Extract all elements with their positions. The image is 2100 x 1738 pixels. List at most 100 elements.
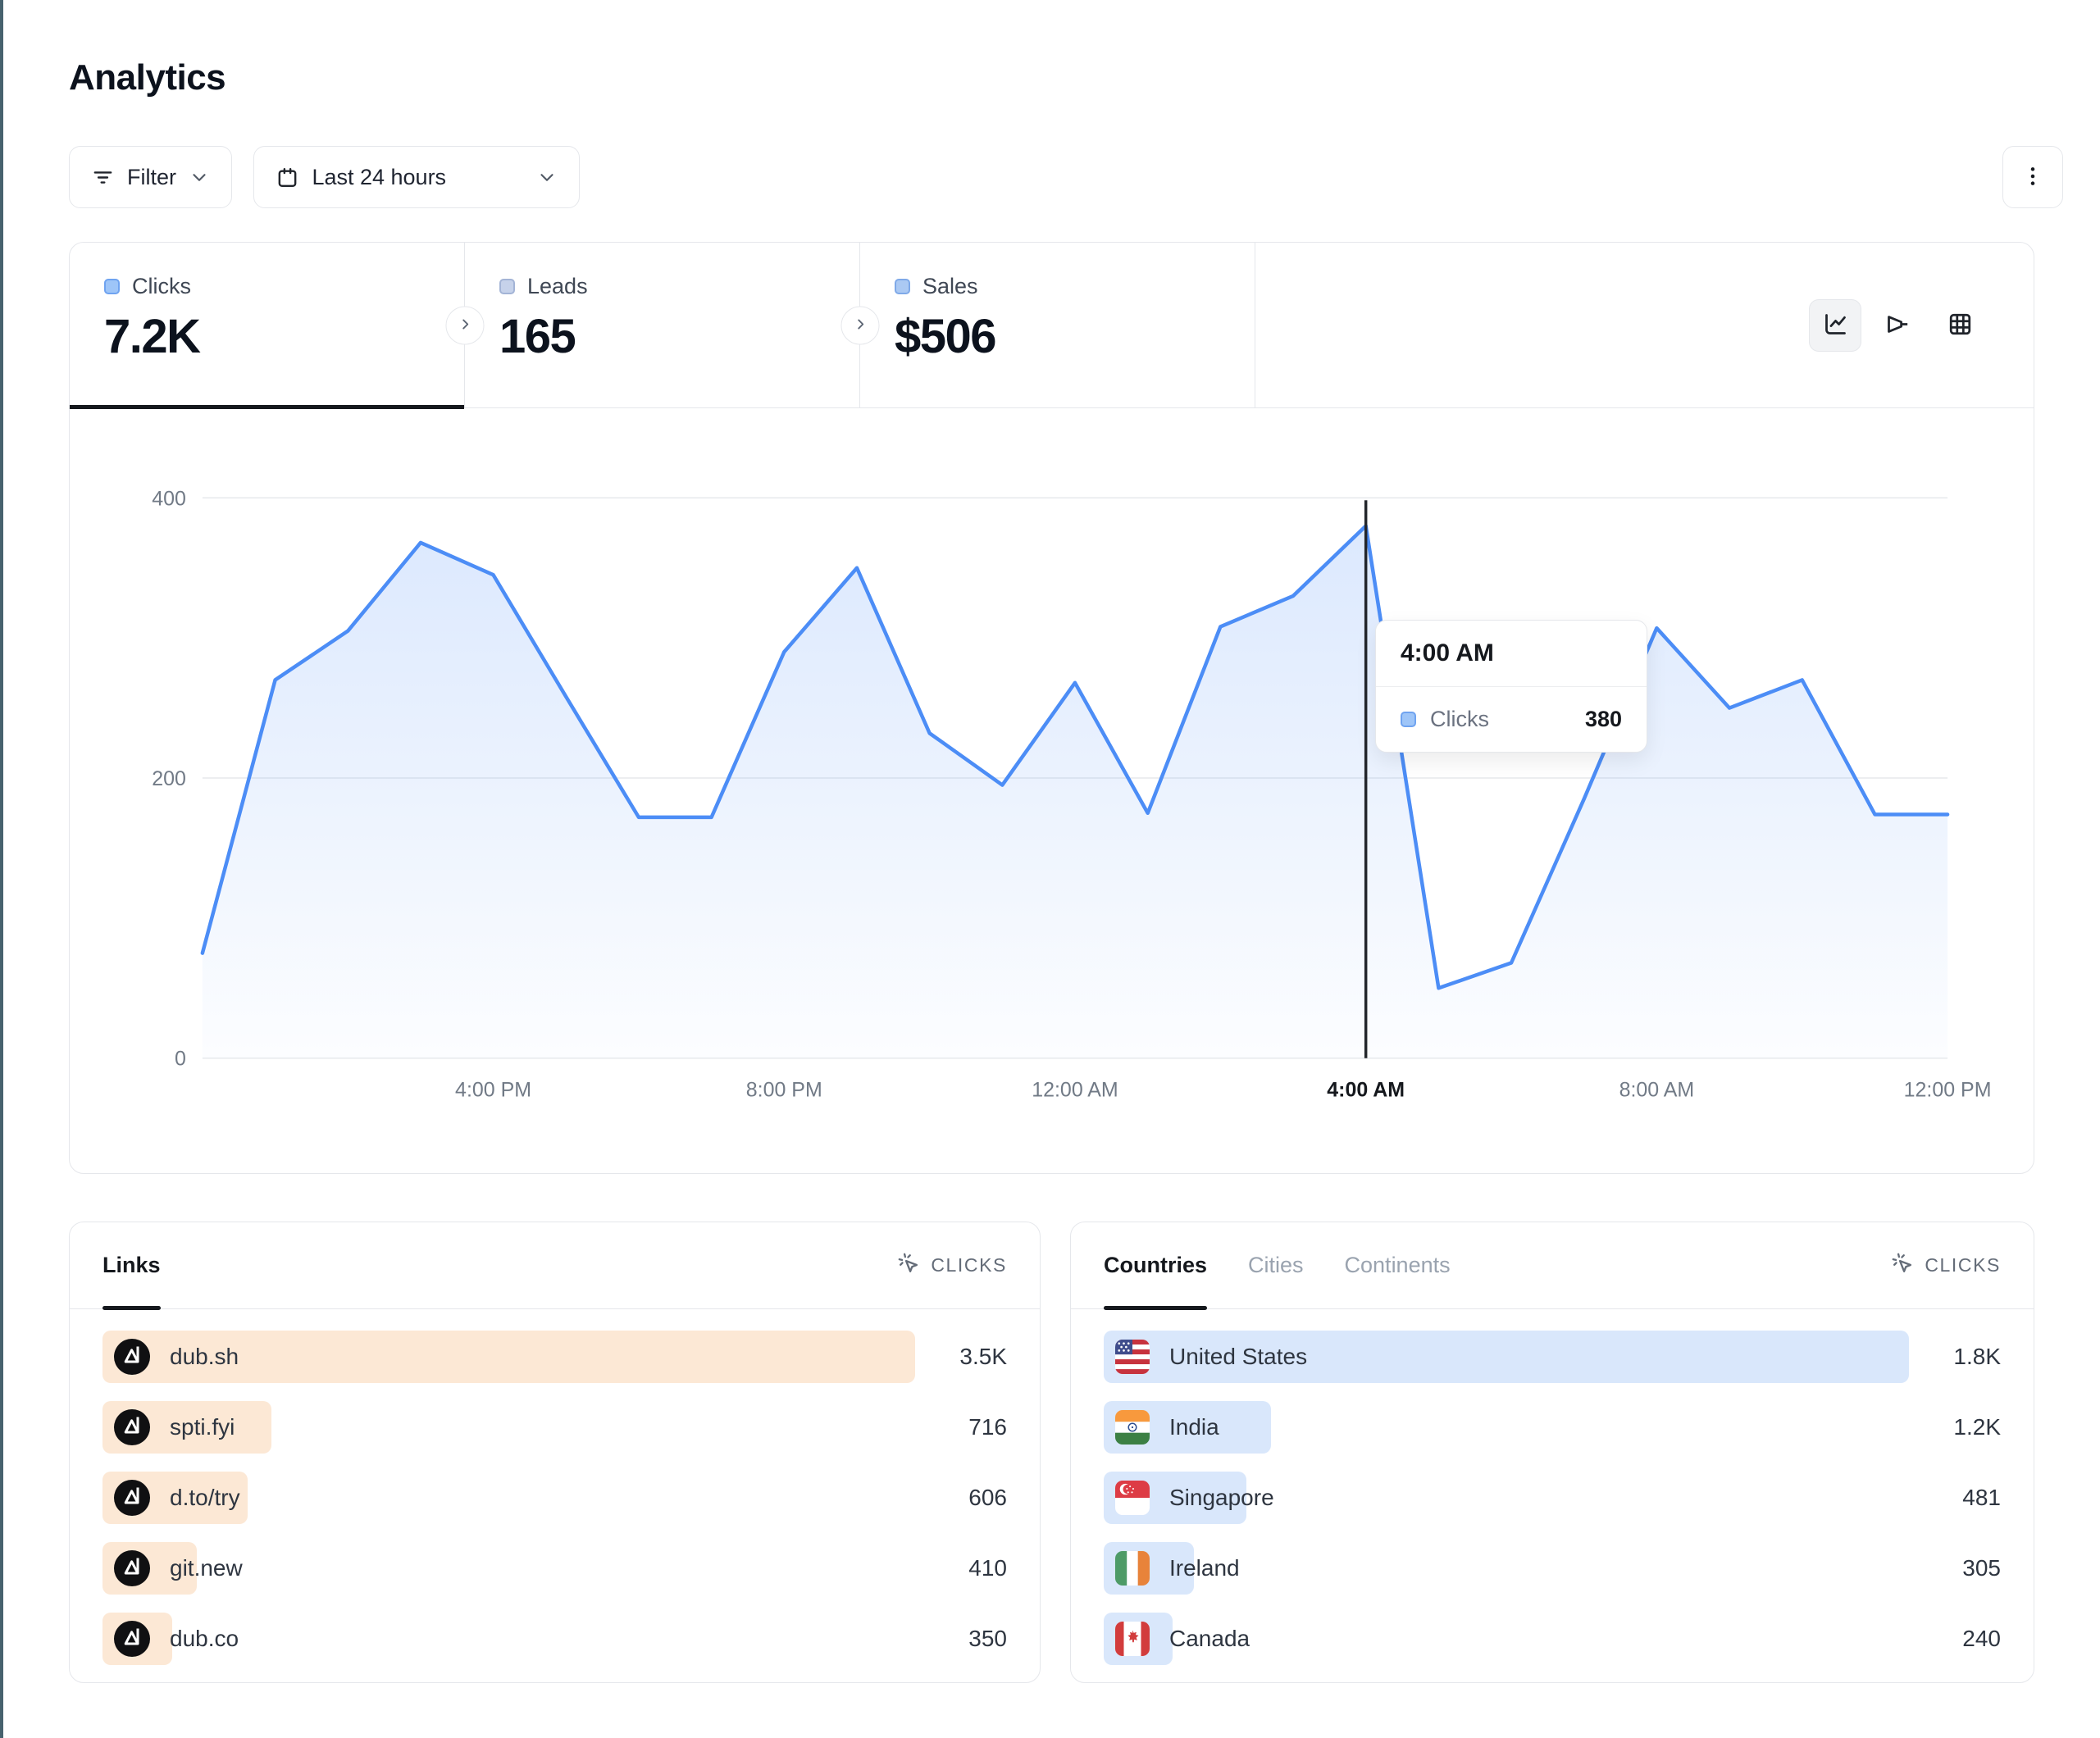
row-value: 481: [1962, 1485, 2001, 1510]
stat-label: Clicks: [132, 274, 191, 298]
sales-legend-swatch: [895, 279, 910, 294]
country-row[interactable]: United States 1.8K: [1104, 1331, 2001, 1383]
date-range-button[interactable]: Last 24 hours: [253, 146, 581, 208]
dub-logo-icon: [114, 1339, 150, 1375]
y-axis-tick-label: 200: [152, 767, 186, 790]
chart-tooltip: 4:00 AM Clicks 380: [1375, 620, 1647, 753]
row-value: 1.8K: [1953, 1344, 2001, 1369]
clicks-time-series-chart[interactable]: 0 200 400 4:00 PM 8:00 PM 12:00 AM 4:00 AM 8:00…: [70, 408, 2034, 1172]
country-row[interactable]: Canada 240: [1104, 1613, 2001, 1665]
date-range-label: Last 24 hours: [312, 164, 447, 189]
x-axis-tick-label: 12:00 AM: [1032, 1079, 1118, 1102]
row-label: dub.co: [170, 1626, 239, 1651]
bar-zone: Singapore: [1104, 1472, 1909, 1524]
row-label: India: [1169, 1414, 1219, 1440]
next-stat-button[interactable]: [445, 306, 485, 344]
stat-label: Sales: [922, 274, 978, 298]
bar-zone: git.new: [102, 1542, 915, 1595]
link-row[interactable]: dub.co 350: [102, 1613, 1007, 1665]
chart-type-switcher: [1809, 298, 1986, 352]
link-row[interactable]: d.to/try 606: [102, 1472, 1007, 1524]
bar-zone: spti.fyi: [102, 1401, 915, 1454]
window-edge-strip: [0, 0, 3, 1738]
stat-tab-clicks[interactable]: Clicks 7.2K: [70, 243, 465, 409]
cursor-click-icon: [1891, 1252, 1914, 1280]
row-value: 716: [968, 1414, 1007, 1440]
link-row[interactable]: git.new 410: [102, 1542, 1007, 1595]
country-row[interactable]: India 1.2K: [1104, 1401, 2001, 1454]
x-axis-tick-label: 8:00 PM: [746, 1079, 822, 1102]
country-row[interactable]: Singapore 481: [1104, 1472, 2001, 1524]
chart-canvas: 0 200 400 4:00 PM 8:00 PM 12:00 AM 4:00 AM 8:00…: [152, 487, 1991, 1102]
row-value: 410: [968, 1555, 1007, 1581]
y-axis-tick-label: 0: [175, 1048, 186, 1071]
value-bar: [1104, 1331, 1909, 1383]
sg-flag-icon: [1115, 1481, 1150, 1515]
cursor-click-icon: [897, 1252, 920, 1280]
table-view-button[interactable]: [1934, 299, 1986, 352]
countries-panel: Countries Cities Continents CLICKS United …: [1070, 1222, 2034, 1683]
links-panel: Links CLICKS dub.sh 3.5K spti.fyi 716 d.to/t…: [69, 1222, 1041, 1683]
links-panel-header: Links CLICKS: [70, 1222, 1040, 1310]
bar-zone: United States: [1104, 1331, 1909, 1383]
bar-zone: dub.co: [102, 1613, 915, 1665]
stat-label: Leads: [527, 274, 588, 298]
country-row[interactable]: Ireland 305: [1104, 1542, 2001, 1595]
x-axis-tick-label: 4:00 PM: [455, 1079, 531, 1102]
metric-selector[interactable]: CLICKS: [1891, 1222, 2001, 1308]
chevron-down-icon: [189, 166, 210, 188]
analytics-chart-card: Clicks 7.2K Leads 165 Sales $506: [69, 242, 2034, 1174]
row-value: 3.5K: [959, 1344, 1007, 1369]
filter-button[interactable]: Filter: [69, 146, 232, 208]
tab-cities[interactable]: Cities: [1248, 1253, 1304, 1277]
metric-label: CLICKS: [931, 1254, 1007, 1276]
chevron-right-icon: [851, 315, 869, 335]
row-label: Canada: [1169, 1626, 1250, 1651]
row-value: 1.2K: [1953, 1414, 2001, 1440]
stat-tab-leads[interactable]: Leads 165: [465, 243, 860, 407]
leads-legend-swatch: [499, 279, 515, 294]
row-value: 305: [1962, 1555, 2001, 1581]
dub-logo-icon: [114, 1621, 150, 1657]
line-chart-view-button[interactable]: [1809, 298, 1861, 352]
countries-list: United States 1.8K India 1.2K Singapore 481 Ir…: [1071, 1309, 2034, 1665]
next-stat-button[interactable]: [840, 306, 880, 344]
stats-tabs-row: Clicks 7.2K Leads 165 Sales $506: [70, 243, 2034, 409]
tooltip-time: 4:00 AM: [1376, 621, 1647, 687]
clicks-legend-swatch: [104, 279, 120, 294]
filter-icon: [91, 166, 115, 189]
countries-panel-tabs: Countries Cities Continents: [1104, 1222, 1451, 1310]
stat-tab-sales[interactable]: Sales $506: [860, 243, 1255, 407]
value-bar: [102, 1331, 915, 1383]
funnel-icon: [1884, 311, 1911, 340]
tab-continents[interactable]: Continents: [1344, 1253, 1451, 1277]
us-flag-icon: [1115, 1340, 1150, 1374]
metric-label: CLICKS: [1925, 1254, 2001, 1276]
row-label: Singapore: [1169, 1485, 1274, 1510]
row-value: 350: [968, 1626, 1007, 1651]
stat-value-clicks: 7.2K: [104, 310, 201, 363]
bar-zone: Canada: [1104, 1613, 1909, 1665]
row-label: United States: [1169, 1344, 1308, 1369]
tab-links[interactable]: Links: [102, 1222, 161, 1310]
ie-flag-icon: [1115, 1551, 1150, 1586]
ca-flag-icon: [1115, 1622, 1150, 1656]
toolbar: Filter Last 24 hours: [69, 146, 2063, 208]
dub-logo-icon: [114, 1409, 150, 1445]
countries-panel-header: Countries Cities Continents CLICKS: [1071, 1222, 2034, 1310]
tab-countries[interactable]: Countries: [1104, 1222, 1208, 1310]
more-options-button[interactable]: [2002, 146, 2063, 208]
funnel-view-button[interactable]: [1871, 299, 1924, 352]
tooltip-series-name: Clicks: [1430, 707, 1489, 731]
link-row[interactable]: spti.fyi 716: [102, 1401, 1007, 1454]
stat-value-sales: $506: [895, 310, 997, 363]
chevron-down-icon: [536, 166, 558, 188]
metric-selector[interactable]: CLICKS: [897, 1222, 1007, 1308]
row-label: dub.sh: [170, 1344, 239, 1369]
link-row[interactable]: dub.sh 3.5K: [102, 1331, 1007, 1383]
clicks-area-fill: [202, 525, 1948, 1058]
filter-button-label: Filter: [127, 164, 176, 189]
bar-zone: Ireland: [1104, 1542, 1909, 1595]
dub-logo-icon: [114, 1550, 150, 1586]
